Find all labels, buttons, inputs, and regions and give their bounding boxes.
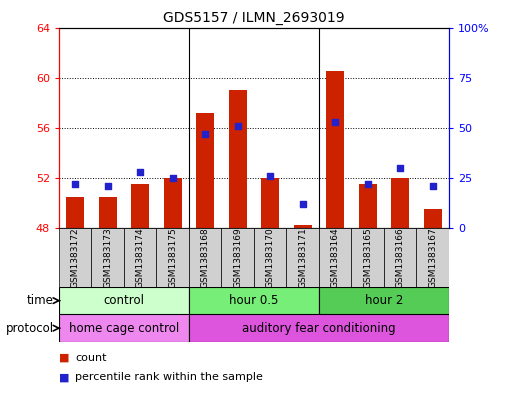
- Title: GDS5157 / ILMN_2693019: GDS5157 / ILMN_2693019: [163, 11, 345, 25]
- Bar: [351, 228, 384, 287]
- Text: count: count: [75, 353, 107, 363]
- Bar: [66, 196, 84, 228]
- Bar: [156, 228, 189, 287]
- Bar: [391, 178, 409, 228]
- Point: [331, 119, 339, 125]
- Bar: [124, 228, 156, 287]
- Text: GSM1383166: GSM1383166: [396, 227, 405, 288]
- Text: protocol: protocol: [6, 321, 54, 335]
- Bar: [59, 228, 91, 287]
- Text: GSM1383171: GSM1383171: [298, 227, 307, 288]
- Bar: [326, 72, 344, 228]
- Text: GSM1383170: GSM1383170: [266, 227, 274, 288]
- Text: GSM1383169: GSM1383169: [233, 227, 242, 288]
- Point: [104, 183, 112, 189]
- Text: hour 0.5: hour 0.5: [229, 294, 279, 307]
- Bar: [164, 178, 182, 228]
- Text: percentile rank within the sample: percentile rank within the sample: [75, 372, 263, 382]
- Point: [233, 123, 242, 129]
- Point: [299, 201, 307, 207]
- Text: GSM1383168: GSM1383168: [201, 227, 210, 288]
- Bar: [229, 90, 247, 228]
- Bar: [286, 228, 319, 287]
- Text: home cage control: home cage control: [69, 321, 179, 335]
- Text: ■: ■: [59, 372, 69, 382]
- Point: [364, 181, 372, 187]
- Bar: [424, 209, 442, 228]
- Bar: [261, 178, 279, 228]
- Text: GSM1383175: GSM1383175: [168, 227, 177, 288]
- Bar: [91, 228, 124, 287]
- Point: [71, 181, 80, 187]
- Bar: [189, 314, 449, 342]
- Text: GSM1383174: GSM1383174: [136, 227, 145, 288]
- Bar: [319, 228, 351, 287]
- Text: control: control: [104, 294, 145, 307]
- Point: [169, 174, 177, 181]
- Bar: [196, 113, 214, 228]
- Point: [201, 130, 209, 137]
- Text: hour 2: hour 2: [365, 294, 403, 307]
- Point: [396, 165, 404, 171]
- Bar: [59, 314, 189, 342]
- Text: GSM1383167: GSM1383167: [428, 227, 437, 288]
- Bar: [294, 226, 311, 228]
- Text: GSM1383173: GSM1383173: [103, 227, 112, 288]
- Text: GSM1383172: GSM1383172: [71, 227, 80, 288]
- Bar: [417, 228, 449, 287]
- Bar: [131, 184, 149, 228]
- Bar: [384, 228, 417, 287]
- Text: auditory fear conditioning: auditory fear conditioning: [242, 321, 396, 335]
- Bar: [99, 196, 116, 228]
- Bar: [189, 287, 319, 314]
- Bar: [59, 287, 189, 314]
- Text: ■: ■: [59, 353, 69, 363]
- Point: [136, 169, 144, 175]
- Bar: [254, 228, 286, 287]
- Bar: [359, 184, 377, 228]
- Bar: [222, 228, 254, 287]
- Bar: [319, 287, 449, 314]
- Text: GSM1383164: GSM1383164: [331, 227, 340, 288]
- Point: [266, 173, 274, 179]
- Text: time: time: [27, 294, 54, 307]
- Text: GSM1383165: GSM1383165: [363, 227, 372, 288]
- Point: [428, 183, 437, 189]
- Bar: [189, 228, 222, 287]
